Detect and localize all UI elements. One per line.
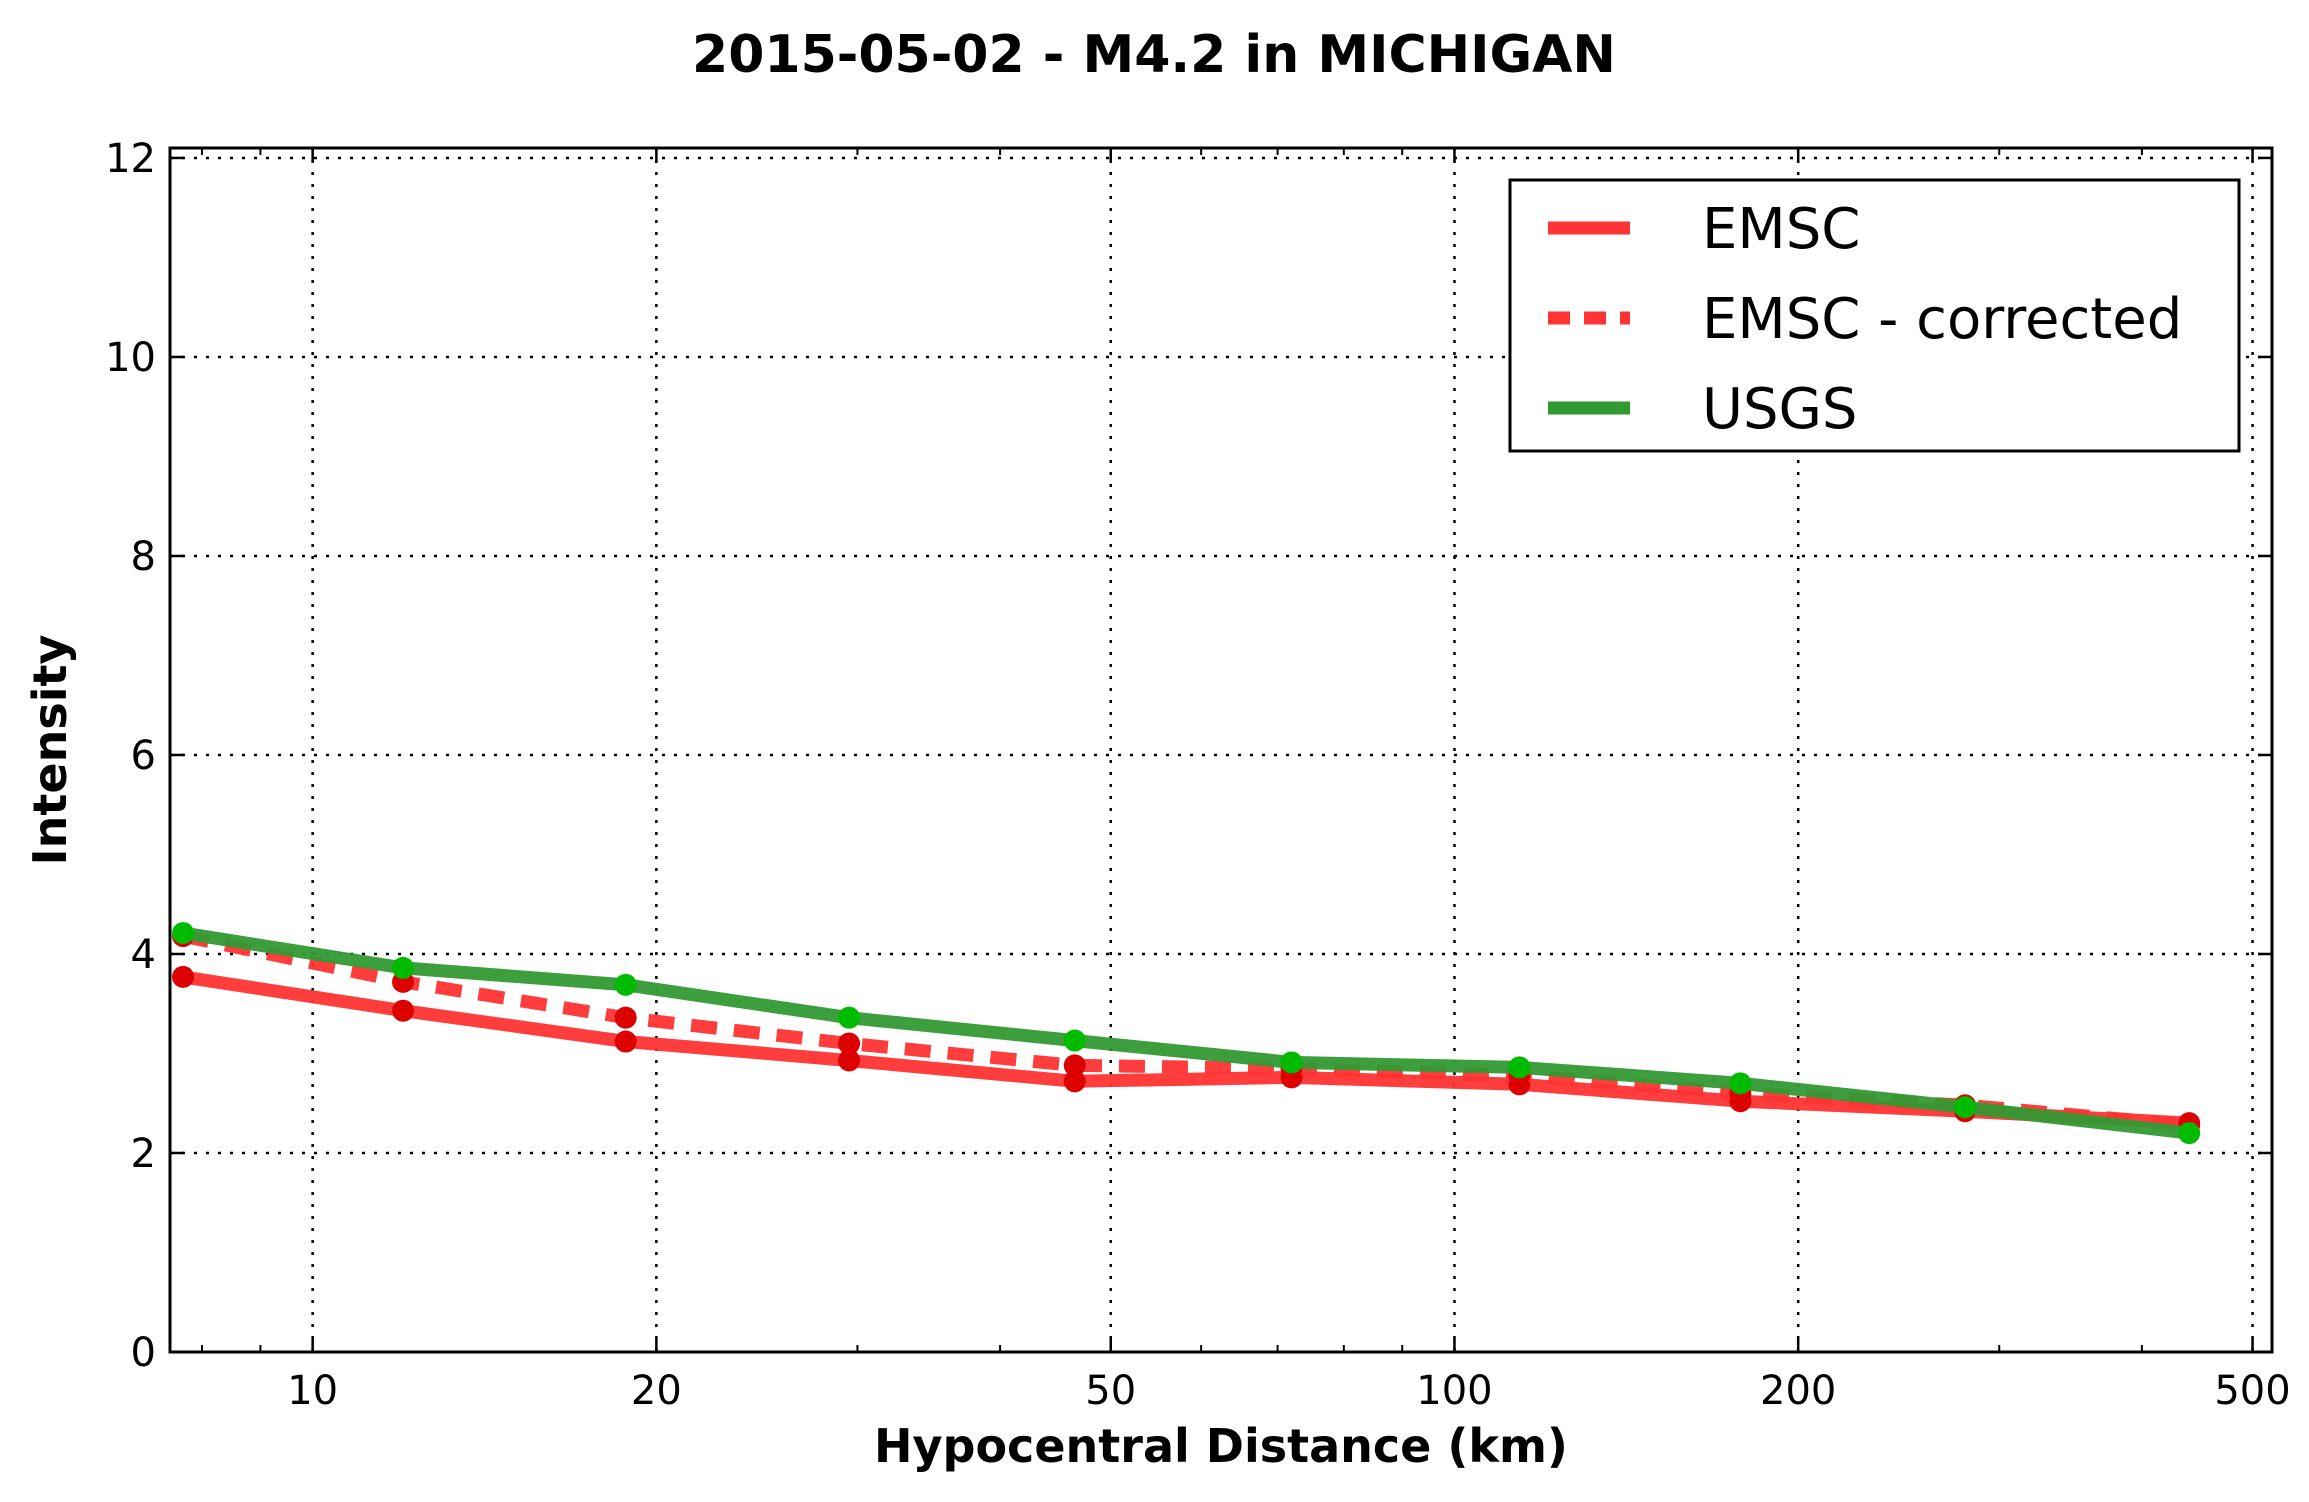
data-point (838, 1006, 861, 1029)
x-tick-label: 50 (1085, 1368, 1136, 1414)
data-point (392, 956, 415, 979)
grid (170, 148, 2272, 1352)
legend-label: EMSC (1702, 197, 1860, 262)
data-point (1063, 1070, 1086, 1093)
y-tick-label: 10 (105, 335, 156, 381)
series-layer (172, 922, 2201, 1145)
series-2 (172, 922, 2201, 1145)
data-point (838, 1049, 861, 1072)
x-tick-label: 10 (287, 1368, 338, 1414)
data-point (172, 922, 195, 945)
data-point (614, 1030, 637, 1053)
legend-label: EMSC - corrected (1702, 287, 2182, 352)
data-point (1063, 1054, 1086, 1077)
data-point (1280, 1051, 1303, 1074)
y-tick-label: 4 (131, 932, 156, 978)
legend: EMSC EMSC - corrected USGS (1508, 178, 2241, 453)
y-tick-label: 8 (131, 534, 156, 580)
plot-frame (168, 146, 2274, 1354)
data-point (392, 999, 415, 1022)
legend-box (1508, 178, 2241, 453)
y-tick-label: 12 (105, 136, 156, 182)
x-axis-label: Hypocentral Distance (km) (874, 1419, 1568, 1473)
legend-label: USGS (1702, 377, 1857, 442)
x-tick-label: 500 (2214, 1368, 2290, 1414)
data-point (614, 973, 637, 996)
x-tick-label: 100 (1416, 1368, 1492, 1414)
chart-title: 2015-05-02 - M4.2 in MICHIGAN (692, 25, 1616, 85)
series-line (182, 970, 2190, 1130)
data-point (2178, 1122, 2201, 1145)
y-tick-label: 0 (131, 1330, 156, 1376)
data-point (614, 1006, 637, 1029)
x-tick-label: 20 (631, 1368, 682, 1414)
y-tick-label: 2 (131, 1131, 156, 1177)
data-point (172, 965, 195, 988)
data-point (1954, 1096, 1977, 1119)
data-point (1729, 1072, 1752, 1095)
ticks: 10 20 50 100 200 500 0 2 4 6 8 10 12 (105, 136, 2291, 1414)
data-point (838, 1032, 861, 1055)
series-line (182, 926, 2190, 1140)
data-point (1063, 1029, 1086, 1052)
y-axis-label: Intensity (23, 635, 77, 866)
data-point (1508, 1056, 1531, 1079)
y-tick-label: 6 (131, 733, 156, 779)
x-tick-label: 200 (1760, 1368, 1836, 1414)
